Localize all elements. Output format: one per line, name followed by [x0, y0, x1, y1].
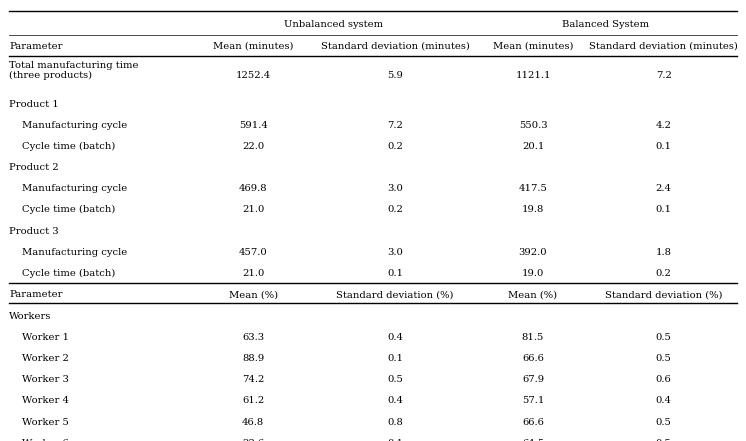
Text: 21.0: 21.0: [242, 269, 264, 278]
Text: 23.6: 23.6: [242, 439, 264, 441]
Text: 469.8: 469.8: [239, 184, 268, 193]
Text: 63.3: 63.3: [242, 333, 264, 342]
Text: 0.4: 0.4: [656, 396, 671, 405]
Text: 417.5: 417.5: [518, 184, 548, 193]
Text: Cycle time (batch): Cycle time (batch): [22, 142, 116, 151]
Text: 1.8: 1.8: [656, 248, 671, 257]
Text: 66.6: 66.6: [522, 354, 544, 363]
Text: Product 3: Product 3: [9, 227, 59, 235]
Text: 61.2: 61.2: [242, 396, 264, 405]
Text: Mean (minutes): Mean (minutes): [213, 42, 293, 51]
Text: Standard deviation (%): Standard deviation (%): [336, 290, 454, 299]
Text: 67.9: 67.9: [522, 375, 544, 384]
Text: Workers: Workers: [9, 312, 51, 321]
Text: 81.5: 81.5: [522, 333, 544, 342]
Text: Worker 3: Worker 3: [22, 375, 69, 384]
Text: 1121.1: 1121.1: [515, 71, 551, 80]
Text: Manufacturing cycle: Manufacturing cycle: [22, 121, 128, 130]
Text: Worker 2: Worker 2: [22, 354, 69, 363]
Text: 4.2: 4.2: [656, 121, 671, 130]
Text: 57.1: 57.1: [522, 396, 544, 405]
Text: 21.0: 21.0: [242, 206, 264, 214]
Text: Worker 1: Worker 1: [22, 333, 69, 342]
Text: 0.1: 0.1: [656, 142, 671, 151]
Text: 7.2: 7.2: [656, 71, 671, 80]
Text: Parameter: Parameter: [9, 290, 63, 299]
Text: Standard deviation (minutes): Standard deviation (minutes): [321, 42, 469, 51]
Text: 7.2: 7.2: [387, 121, 403, 130]
Text: 22.0: 22.0: [242, 142, 264, 151]
Text: 66.6: 66.6: [522, 418, 544, 426]
Text: 0.2: 0.2: [656, 269, 671, 278]
Text: 457.0: 457.0: [239, 248, 268, 257]
Text: Balanced System: Balanced System: [562, 20, 649, 29]
Text: 0.5: 0.5: [656, 418, 671, 426]
Text: 88.9: 88.9: [242, 354, 264, 363]
Text: 0.4: 0.4: [387, 333, 403, 342]
Text: 5.9: 5.9: [387, 71, 403, 80]
Text: 3.0: 3.0: [387, 184, 403, 193]
Text: Standard deviation (minutes): Standard deviation (minutes): [589, 42, 738, 51]
Text: Worker 5: Worker 5: [22, 418, 69, 426]
Text: 0.2: 0.2: [387, 206, 403, 214]
Text: Worker 4: Worker 4: [22, 396, 69, 405]
Text: Mean (%): Mean (%): [229, 290, 278, 299]
Text: Standard deviation (%): Standard deviation (%): [605, 290, 722, 299]
Text: 1252.4: 1252.4: [236, 71, 271, 80]
Text: 46.8: 46.8: [242, 418, 264, 426]
Text: 0.1: 0.1: [656, 206, 671, 214]
Text: Product 2: Product 2: [9, 163, 59, 172]
Text: 0.2: 0.2: [387, 142, 403, 151]
Text: Manufacturing cycle: Manufacturing cycle: [22, 184, 128, 193]
Text: Total manufacturing time
(three products): Total manufacturing time (three products…: [9, 61, 139, 80]
Text: 0.1: 0.1: [387, 439, 403, 441]
Text: 0.1: 0.1: [387, 269, 403, 278]
Text: Mean (%): Mean (%): [509, 290, 557, 299]
Text: 392.0: 392.0: [518, 248, 548, 257]
Text: 0.1: 0.1: [387, 354, 403, 363]
Text: 0.8: 0.8: [387, 418, 403, 426]
Text: 0.4: 0.4: [387, 396, 403, 405]
Text: 74.2: 74.2: [242, 375, 264, 384]
Text: 19.0: 19.0: [522, 269, 544, 278]
Text: 3.0: 3.0: [387, 248, 403, 257]
Text: Cycle time (batch): Cycle time (batch): [22, 206, 116, 214]
Text: 64.5: 64.5: [522, 439, 544, 441]
Text: Parameter: Parameter: [9, 42, 63, 51]
Text: Product 1: Product 1: [9, 100, 59, 108]
Text: 20.1: 20.1: [522, 142, 544, 151]
Text: 550.3: 550.3: [518, 121, 548, 130]
Text: 0.5: 0.5: [656, 354, 671, 363]
Text: 0.5: 0.5: [656, 439, 671, 441]
Text: Mean (minutes): Mean (minutes): [493, 42, 573, 51]
Text: 0.5: 0.5: [656, 333, 671, 342]
Text: Unbalanced system: Unbalanced system: [284, 20, 383, 29]
Text: Manufacturing cycle: Manufacturing cycle: [22, 248, 128, 257]
Text: 591.4: 591.4: [239, 121, 268, 130]
Text: Cycle time (batch): Cycle time (batch): [22, 269, 116, 278]
Text: Worker 6: Worker 6: [22, 439, 69, 441]
Text: 2.4: 2.4: [656, 184, 671, 193]
Text: 19.8: 19.8: [522, 206, 544, 214]
Text: 0.5: 0.5: [387, 375, 403, 384]
Text: 0.6: 0.6: [656, 375, 671, 384]
